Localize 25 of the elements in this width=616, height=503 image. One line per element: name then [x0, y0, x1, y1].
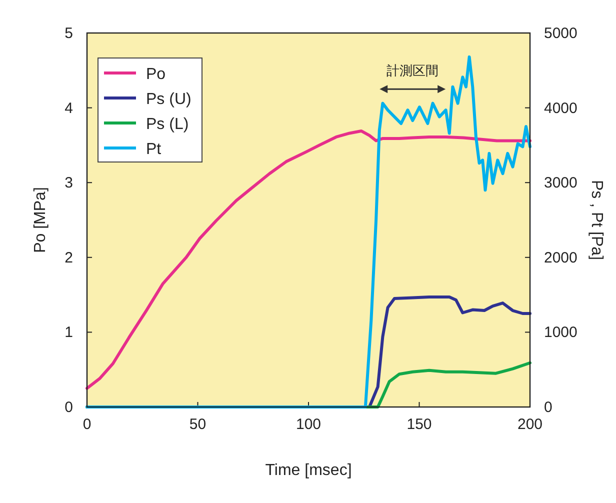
- y2tick: 3000: [544, 174, 578, 192]
- legend-item: Ps (U): [146, 91, 192, 108]
- xtick: 200: [517, 416, 543, 433]
- xtick: 100: [296, 416, 322, 433]
- ytick: 3: [64, 174, 73, 192]
- ytick: 1: [64, 324, 73, 342]
- xtick: 50: [189, 416, 206, 433]
- ytick: 5: [64, 25, 73, 42]
- xtick: 150: [406, 416, 432, 433]
- y2tick: 4000: [544, 100, 578, 117]
- ylabel: Po [MPa]: [32, 187, 49, 253]
- annotation: 計測区間: [386, 63, 439, 78]
- legend-item: Po: [146, 66, 166, 83]
- ytick: 0: [64, 399, 73, 416]
- y2tick: 2000: [544, 249, 578, 266]
- legend-item: Pt: [146, 141, 162, 158]
- xlabel: Time [msec]: [265, 462, 352, 479]
- ytick: 2: [64, 249, 73, 266]
- y2tick: 1000: [544, 324, 578, 342]
- legend-item: Ps (L): [146, 116, 189, 133]
- y2label: Ps , Pt [Pa]: [588, 180, 605, 260]
- y2tick: 0: [544, 399, 552, 416]
- xtick: 0: [82, 416, 92, 433]
- y2tick: 5000: [544, 25, 578, 42]
- ytick: 4: [64, 100, 73, 117]
